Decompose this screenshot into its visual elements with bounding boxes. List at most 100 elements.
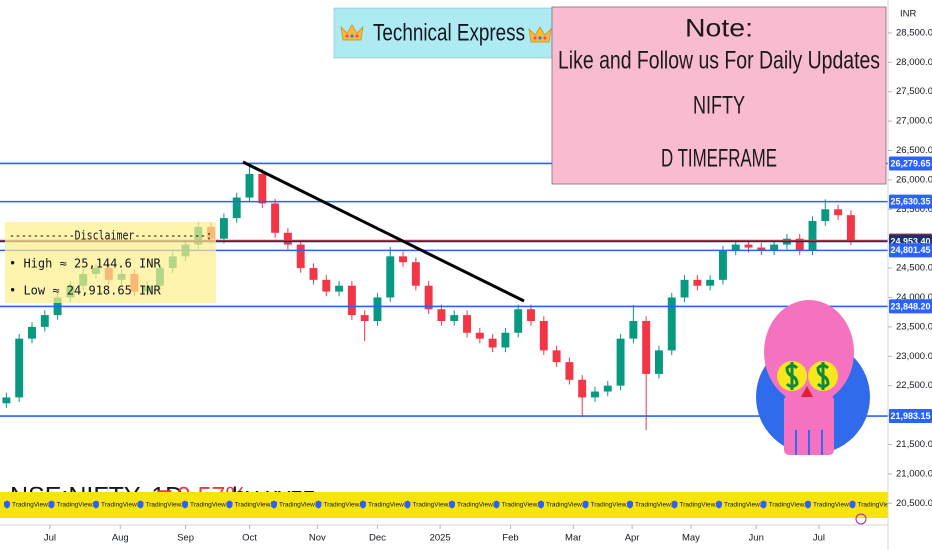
candle-body (603, 385, 612, 392)
disclaimer-line: • High ≈ 25,144.6 INR (9, 257, 161, 271)
candle-body (219, 218, 228, 239)
candle-body (501, 332, 510, 348)
candle-body (488, 338, 497, 348)
candle-body (386, 256, 395, 298)
note-box (551, 6, 887, 185)
disclaimer-box (5, 222, 216, 303)
candle-body (591, 391, 599, 398)
skull-icon (756, 300, 870, 455)
candle-body (667, 297, 676, 351)
candle-body (757, 247, 766, 251)
ticker-icon (4, 500, 10, 509)
candle-body (437, 309, 446, 321)
y-axis-bg (888, 0, 932, 550)
candle-body (2, 397, 11, 404)
candle-body (40, 315, 49, 327)
candle-body (795, 238, 804, 251)
ticker-item: TradingView.i (546, 502, 585, 509)
ticker-icon (360, 500, 366, 509)
ticker-item: TradingView.i (813, 502, 852, 509)
ticker-icon (315, 500, 322, 509)
banner: Technical Express (333, 7, 553, 59)
ticker-icon (671, 500, 678, 509)
candle-body (654, 350, 663, 374)
level-label-box (889, 156, 932, 171)
note-line: NIFTY (693, 92, 745, 120)
y-tick-label: 27,000.00 (896, 116, 932, 127)
x-tick-label: Aug (112, 533, 129, 544)
ticker-icon (93, 500, 99, 509)
candle-body (731, 244, 740, 251)
level-label-box (889, 243, 932, 258)
ticker-item: TradingView.i (858, 502, 897, 509)
level-label-box (889, 409, 932, 424)
candle-body (821, 209, 830, 222)
disclaimer-line: • Low ≈ 24,918.65 INR (9, 284, 161, 298)
y-tick-label: 25,500.00 (896, 204, 932, 215)
candle-body (718, 250, 727, 280)
ticker-item: TradingView.i (413, 502, 452, 509)
level-label-box (889, 299, 932, 314)
ticker-icon (538, 500, 544, 509)
candle-body (514, 309, 523, 333)
ticker-item: TradingView.i (635, 502, 674, 509)
x-tick-label: Dec (369, 533, 386, 544)
candle-body (706, 279, 715, 286)
candle-body (616, 338, 625, 386)
y-tick-label: 21,500.00 (896, 439, 932, 450)
ticker-item: TradingView.i (190, 502, 229, 509)
level-label: 21,983.15 (890, 411, 930, 421)
candle-body (527, 309, 535, 321)
y-tick-label: 24,500.00 (896, 263, 932, 274)
candle-body (463, 315, 471, 333)
candle-body (552, 350, 561, 363)
ticker-item: TradingView.i (591, 502, 630, 509)
y-tick-label: 23,500.00 (896, 321, 932, 332)
x-tick-label: Jun (749, 533, 764, 544)
ticker: TradingView.i TradingView.i TradingView.i T… (4, 500, 897, 509)
candle-body (744, 244, 753, 248)
note: Note: Like and Follow us For Daily Updat… (551, 6, 887, 185)
candle-body (335, 285, 344, 292)
level-label: 26,279.65 (890, 158, 930, 168)
ticker-icon (226, 500, 233, 509)
x-tick-label: Jul (813, 533, 825, 544)
ticker-icon (493, 500, 500, 509)
ticker-icon (760, 500, 767, 509)
candle-body (322, 279, 331, 292)
ticker-item: TradingView.i (724, 502, 763, 509)
level-label: 24,801.45 (890, 245, 930, 255)
candle-body (258, 174, 267, 204)
y-tick-label: 26,000.00 (896, 174, 932, 185)
ticker-icon (137, 500, 144, 509)
ticker-item: TradingView.i (57, 502, 96, 509)
candle-body (693, 279, 702, 286)
disclaimer: -----------Disclaimer------------: • Hig… (5, 222, 216, 303)
candle-body (309, 268, 318, 280)
x-tick-label: Feb (502, 533, 518, 544)
crown-icon (528, 26, 552, 43)
banner-title: Technical Express (373, 19, 525, 46)
x-tick-label: Apr (625, 533, 640, 544)
candle-body (411, 262, 420, 286)
ticker-icon (182, 500, 188, 509)
candle-body (271, 203, 280, 233)
disclaimer-title: -----------Disclaimer------------: (9, 229, 212, 243)
ticker-icon (627, 500, 633, 509)
y-tick-label: 28,000.00 (896, 57, 932, 68)
candle-body (834, 209, 843, 216)
ticker-item: TradingView.i (457, 502, 496, 509)
level-labels: 26,279.6525,630.3524,968.4024,953.4024,8… (889, 156, 932, 424)
y-tick-label: 20,500.00 (896, 498, 932, 509)
note-line: D TIMEFRAME (661, 145, 777, 173)
y-tick-label: 26,500.00 (896, 145, 932, 156)
candle-body (296, 244, 305, 269)
y-tick-label: 28,500.00 (896, 27, 932, 38)
ticker-item: TradingView.i (101, 502, 140, 509)
ticker-icon (716, 500, 722, 509)
candle-body (232, 197, 241, 219)
level-label: 24,953.40 (890, 236, 930, 246)
ticker-item: TradingView.i (680, 502, 719, 509)
candle-body (360, 315, 369, 321)
ticker-item: TradingView.i (324, 502, 363, 509)
